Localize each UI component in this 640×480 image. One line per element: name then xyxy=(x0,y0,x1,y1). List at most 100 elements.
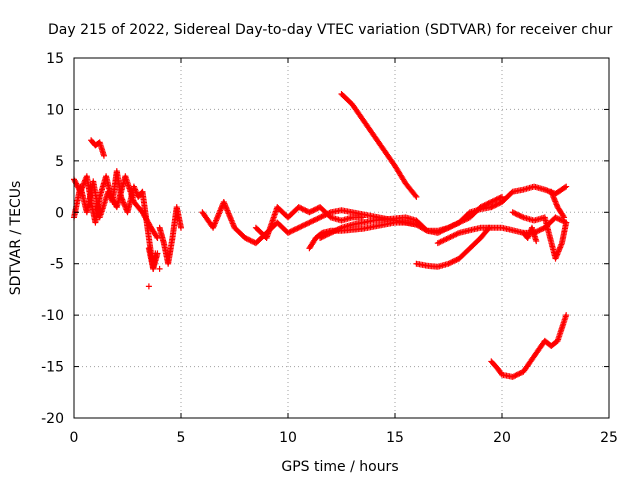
data-point xyxy=(512,372,519,379)
data-point xyxy=(494,195,501,202)
data-point xyxy=(516,212,523,219)
data-point xyxy=(246,236,253,243)
data-point xyxy=(449,222,456,229)
y-axis-label: SDTVAR / TECUs xyxy=(8,181,24,296)
data-point xyxy=(334,226,341,233)
data-point xyxy=(325,231,332,238)
data-point xyxy=(317,214,324,221)
data-point xyxy=(489,203,496,210)
y-tick-label: 0 xyxy=(55,205,64,221)
x-tick-label: 5 xyxy=(177,430,186,446)
data-point xyxy=(313,216,320,223)
y-axis-ticks: 15 10 5 0 -5 -10 -15 -20 xyxy=(41,51,609,427)
data-point xyxy=(306,219,313,226)
data-point xyxy=(301,222,308,229)
data-point xyxy=(448,259,455,266)
data-point xyxy=(539,226,546,232)
y-tick-label: -15 xyxy=(41,360,64,376)
series-middle-band xyxy=(199,193,505,252)
data-point xyxy=(317,235,324,241)
data-point xyxy=(482,201,489,208)
data-point xyxy=(323,231,330,238)
series-low-arc xyxy=(488,312,570,380)
x-tick-label: 0 xyxy=(70,430,79,446)
data-point xyxy=(295,204,302,211)
data-point xyxy=(552,214,559,221)
data-point xyxy=(446,260,453,267)
data-point xyxy=(490,202,497,209)
data-point xyxy=(492,202,499,209)
data-point xyxy=(152,250,159,257)
data-point xyxy=(295,224,302,231)
data-point xyxy=(562,184,569,191)
x-tick-label: 25 xyxy=(600,430,618,446)
data-point xyxy=(434,229,441,236)
data-point xyxy=(248,238,255,245)
data-point xyxy=(437,228,444,235)
data-point xyxy=(318,234,325,241)
y-tick-label: 10 xyxy=(46,102,64,118)
data-point xyxy=(311,206,318,213)
data-point xyxy=(515,371,522,378)
data-point xyxy=(513,371,520,378)
x-axis-label: GPS time / hours xyxy=(281,459,398,475)
data-point xyxy=(444,225,451,232)
data-point xyxy=(329,229,336,236)
data-point xyxy=(309,218,316,225)
data-point xyxy=(448,223,455,230)
data-point xyxy=(555,215,562,222)
data-point xyxy=(309,208,316,214)
data-point xyxy=(318,213,325,220)
data-point xyxy=(307,218,314,225)
data-point xyxy=(441,226,448,233)
data-point xyxy=(563,219,570,226)
y-tick-label: -20 xyxy=(41,411,64,427)
data-point xyxy=(291,226,298,233)
x-tick-label: 10 xyxy=(279,430,297,446)
data-point xyxy=(519,213,526,220)
data-point xyxy=(452,221,459,228)
grid-lines xyxy=(74,58,609,418)
data-point xyxy=(413,193,420,200)
data-point xyxy=(450,258,457,265)
data-point xyxy=(359,214,366,221)
x-tick-label: 20 xyxy=(493,430,511,446)
data-point xyxy=(243,235,250,242)
data-point xyxy=(494,200,501,207)
data-point xyxy=(326,230,333,237)
data-point xyxy=(496,200,503,207)
chart-title: Day 215 of 2022, Sidereal Day-to-day VTE… xyxy=(48,22,613,38)
data-point xyxy=(533,238,540,245)
data-point xyxy=(438,227,445,234)
data-point xyxy=(512,210,519,217)
data-point xyxy=(337,225,344,232)
data-point xyxy=(436,229,443,236)
data-point xyxy=(493,196,500,203)
data-point xyxy=(442,226,449,232)
data-point xyxy=(290,227,297,234)
data-point xyxy=(513,211,520,218)
data-point xyxy=(559,217,566,224)
series-descending-arc xyxy=(338,91,420,200)
y-tick-label: 5 xyxy=(55,154,64,170)
data-point xyxy=(412,192,419,199)
data-point xyxy=(536,227,543,234)
data-point xyxy=(509,373,516,380)
data-point xyxy=(488,204,495,211)
data-point xyxy=(516,370,523,377)
data-point xyxy=(247,237,254,244)
data-point xyxy=(331,227,338,234)
y-tick-label: -10 xyxy=(41,308,64,324)
data-point xyxy=(557,217,564,223)
data-point xyxy=(445,224,452,231)
data-point xyxy=(310,207,317,214)
series-evening-band xyxy=(413,183,570,270)
data-point xyxy=(511,209,518,216)
data-point xyxy=(322,232,329,239)
data-point xyxy=(493,201,500,208)
data-point xyxy=(333,227,340,234)
data-point xyxy=(178,224,184,231)
data-point xyxy=(319,213,326,220)
data-point xyxy=(299,222,306,229)
